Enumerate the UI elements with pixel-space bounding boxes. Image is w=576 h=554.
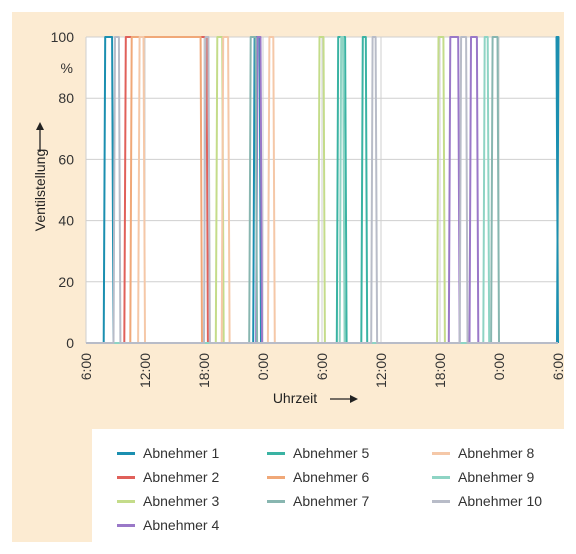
chart-panel: 0 20 40 60 80 100 6:00 12:00 18:00 0:00 6:00 12:00 1… <box>12 12 570 554</box>
legend-item: Abnehmer 1 <box>117 444 219 462</box>
legend-swatch <box>117 523 135 527</box>
data-series <box>86 36 560 344</box>
legend-item: Abnehmer 9 <box>432 468 534 486</box>
legend-item: Abnehmer 7 <box>267 492 369 510</box>
legend-swatch <box>267 451 285 455</box>
legend-swatch <box>267 499 285 503</box>
series-line <box>86 36 558 344</box>
legend-item: Abnehmer 6 <box>267 468 369 486</box>
tick-labels: 0 20 40 60 80 100 6:00 12:00 18:00 0:00 6:00 12:00 1… <box>51 29 564 388</box>
legend-item: Abnehmer 2 <box>117 468 219 486</box>
x-tick-label: 6:00 <box>78 353 94 380</box>
x-tick-group: 0:00 <box>491 353 507 380</box>
x-tick-group: 6:00 <box>314 353 330 380</box>
legend-swatch <box>267 475 285 479</box>
chart-area: 0 20 40 60 80 100 6:00 12:00 18:00 0:00 6:00 12:00 1… <box>32 29 564 406</box>
x-axis-title: Uhrzeit <box>273 390 317 406</box>
legend-item: Abnehmer 3 <box>117 492 219 510</box>
series-line <box>86 36 558 344</box>
x-tick-group: 12:00 <box>137 353 153 388</box>
x-tick-group: 12:00 <box>373 353 389 388</box>
x-tick-label: 0:00 <box>255 353 271 380</box>
x-tick-label: 12:00 <box>137 353 153 388</box>
legend-label: Abnehmer 4 <box>143 517 220 533</box>
legend-swatch <box>432 499 450 503</box>
y-tick-label: 100 <box>51 29 75 45</box>
legend-label: Abnehmer 6 <box>293 469 370 485</box>
x-tick-label: 18:00 <box>196 353 212 388</box>
x-tick-group: 18:00 <box>432 353 448 388</box>
legend-label: Abnehmer 10 <box>458 493 543 509</box>
legend-label: Abnehmer 9 <box>458 469 535 485</box>
legend-label: Abnehmer 5 <box>293 445 370 461</box>
y-axis-arrow <box>36 122 44 152</box>
x-tick-group: 0:00 <box>255 353 271 380</box>
legend-item: Abnehmer 10 <box>432 492 542 510</box>
y-tick-label: 60 <box>58 151 74 167</box>
y-tick-label: 80 <box>58 90 74 106</box>
x-tick-label: 6:00 <box>314 353 330 380</box>
x-tick-group: 18:00 <box>196 353 212 388</box>
legend-label: Abnehmer 8 <box>458 445 535 461</box>
x-tick-label: 18:00 <box>432 353 448 388</box>
y-tick-label: 40 <box>58 213 74 229</box>
legend-swatch <box>117 451 135 455</box>
x-tick-label: 12:00 <box>373 353 389 388</box>
y-axis-unit: % <box>61 60 73 76</box>
legend-swatch <box>117 499 135 503</box>
x-tick-label: 0:00 <box>491 353 507 380</box>
series-line <box>86 36 558 344</box>
legend-item: Abnehmer 4 <box>117 516 219 534</box>
legend-swatch <box>432 451 450 455</box>
legend-swatch <box>117 475 135 479</box>
legend-swatch <box>432 475 450 479</box>
y-tick-label: 20 <box>58 274 74 290</box>
legend-item: Abnehmer 5 <box>267 444 369 462</box>
series-line <box>86 36 558 344</box>
legend-item: Abnehmer 8 <box>432 444 534 462</box>
legend-label: Abnehmer 1 <box>143 445 220 461</box>
legend-label: Abnehmer 2 <box>143 469 220 485</box>
x-tick-group: 6:00 <box>550 353 564 380</box>
y-axis-title: Ventilstellung <box>32 149 48 232</box>
x-tick-group: 6:00 <box>78 353 94 380</box>
y-axis-title-group: Ventilstellung <box>32 149 48 232</box>
legend-label: Abnehmer 3 <box>143 493 220 509</box>
legend-label: Abnehmer 7 <box>293 493 370 509</box>
legend: Abnehmer 1 Abnehmer 2 Abnehmer 3 Abnehmer 4… <box>92 429 570 554</box>
y-tick-label: 0 <box>66 335 74 351</box>
x-tick-label: 6:00 <box>550 353 564 380</box>
x-axis-arrow <box>330 395 358 403</box>
